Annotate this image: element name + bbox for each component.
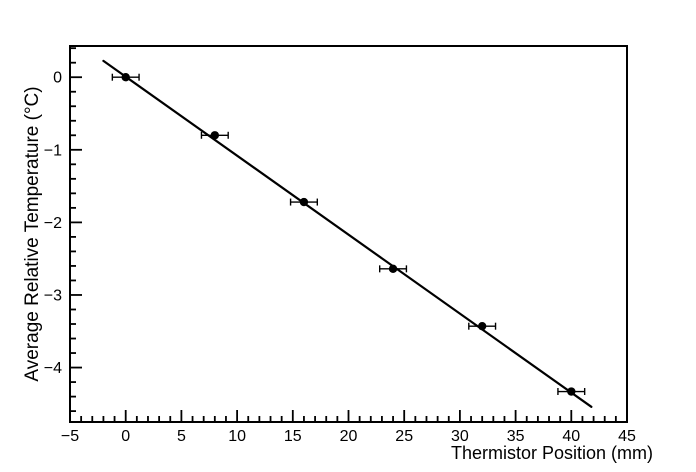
data-point-marker <box>210 131 220 140</box>
plot-area: −5 0 5 10 15 20 25 30 35 40 45 0 −1 −2 −3 −4 <box>44 45 636 445</box>
data-point-marker <box>567 387 576 396</box>
x-tick-label: 5 <box>177 428 186 445</box>
fit-line <box>102 59 593 408</box>
data-point-marker <box>388 264 398 274</box>
data-point-marker <box>477 321 487 331</box>
data-point-marker <box>121 73 130 82</box>
x-tick-label: 30 <box>451 428 469 445</box>
x-tick-label: 35 <box>507 428 525 445</box>
x-tick-label: 25 <box>395 428 413 445</box>
y-axis-title: Average Relative Temperature (°C) <box>22 86 43 381</box>
data-point-marker <box>299 197 309 207</box>
y-tick-label: −4 <box>44 360 62 377</box>
x-axis-title: Thermistor Position (mm) <box>451 443 653 463</box>
x-tick-label: 0 <box>121 428 130 445</box>
x-tick-label: 20 <box>340 428 358 445</box>
x-tick-label: 10 <box>228 428 246 445</box>
y-tick-label: −1 <box>44 142 62 159</box>
x-tick-label: 40 <box>562 428 580 445</box>
x-tick-label: 45 <box>618 428 636 445</box>
x-tick-label: −5 <box>61 428 79 445</box>
y-tick-label: −2 <box>44 215 62 232</box>
y-tick-label: 0 <box>53 70 62 87</box>
x-tick-label: 15 <box>284 428 302 445</box>
y-tick-label: −3 <box>44 287 62 304</box>
